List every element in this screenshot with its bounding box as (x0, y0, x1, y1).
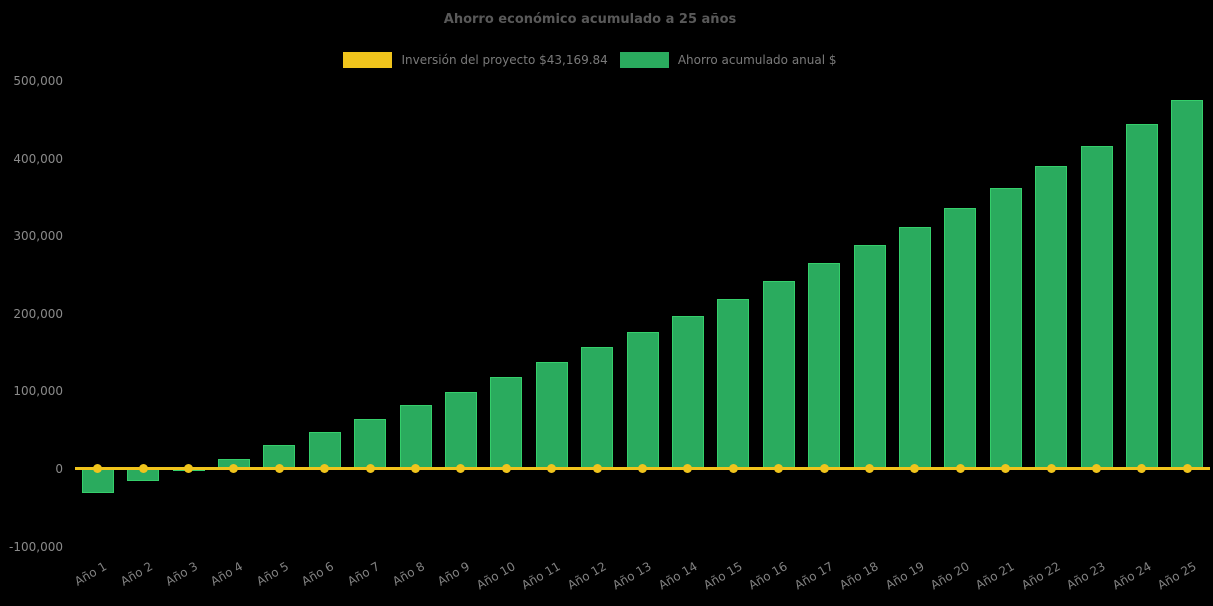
y-tick-label: 100,000 (13, 384, 63, 399)
legend-label-savings: Ahorro acumulado anual $ (677, 53, 837, 67)
legend-item-investment: Inversión del proyecto $43,169.84 (343, 52, 608, 68)
investment-line-marker-icon (1046, 464, 1056, 474)
investment-line-marker-icon (184, 464, 193, 474)
bar-ano-21 (989, 187, 1022, 469)
x-tick-label: Año 25 (1155, 559, 1199, 593)
investment-line-marker-icon (365, 464, 375, 474)
investment-line-marker-icon (501, 464, 511, 474)
bar-ano-10 (490, 377, 523, 469)
y-tick-label: 500,000 (13, 74, 63, 88)
investment-line-marker-icon (1137, 464, 1147, 474)
legend-swatch-savings-icon (619, 52, 669, 68)
x-tick-label: Año 15 (701, 559, 745, 593)
bar-ano-12 (581, 347, 614, 469)
x-tick-label: Año 11 (519, 559, 564, 593)
x-tick-label: Año 6 (299, 559, 337, 589)
investment-line-marker-icon (728, 464, 738, 474)
investment-line-marker-icon (547, 464, 557, 474)
x-tick-label: Año 2 (117, 559, 155, 589)
bar-ano-8 (399, 404, 432, 469)
x-tick-label: Año 4 (208, 559, 246, 589)
bar-ano-15 (717, 298, 750, 469)
investment-line-marker-icon (456, 464, 466, 474)
bar-ano-13 (626, 331, 659, 469)
x-tick-label: Año 13 (610, 559, 654, 593)
y-tick-label: 0 (55, 461, 63, 476)
x-tick-label: Año 7 (344, 559, 382, 589)
bar-ano-11 (535, 362, 568, 469)
legend-item-savings: Ahorro acumulado anual $ (619, 52, 837, 68)
x-tick-label: Año 9 (435, 559, 473, 589)
x-tick-label: Año 14 (655, 559, 700, 593)
investment-line-marker-icon (683, 464, 693, 474)
investment-line-marker-icon (865, 464, 874, 474)
bar-ano-7 (354, 419, 387, 469)
investment-line-marker-icon (93, 464, 103, 474)
investment-line-marker-icon (774, 464, 784, 474)
investment-line-marker-icon (138, 464, 148, 474)
x-tick-label: Año 3 (163, 559, 200, 589)
investment-line-marker-icon (320, 464, 330, 474)
x-tick-label: Año 12 (565, 559, 609, 593)
investment-line-marker-icon (910, 464, 920, 474)
x-tick-label: Año 10 (474, 559, 518, 593)
bar-ano-17 (808, 263, 841, 469)
x-tick-label: Año 18 (837, 559, 881, 593)
bar-ano-6 (308, 432, 341, 469)
bar-ano-22 (1035, 165, 1068, 469)
x-tick-label: Año 23 (1064, 559, 1108, 593)
bar-ano-24 (1125, 124, 1158, 469)
investment-line-marker-icon (1001, 464, 1011, 474)
investment-line-marker-icon (955, 464, 965, 474)
x-tick-label: Año 20 (928, 559, 972, 593)
bar-ano-16 (762, 281, 795, 469)
x-tick-label: Año 21 (973, 559, 1018, 593)
legend-label-investment: Inversión del proyecto $43,169.84 (401, 53, 608, 67)
legend: Inversión del proyecto $43,169.84 Ahorro… (0, 52, 1180, 68)
x-tick-label: Año 5 (253, 559, 291, 589)
x-tick-label: Año 17 (792, 559, 836, 593)
investment-line-marker-icon (592, 464, 602, 474)
x-tick-label: Año 16 (746, 559, 791, 593)
x-tick-label: Año 19 (882, 559, 927, 593)
investment-line-marker-icon (1182, 464, 1192, 474)
y-axis: -100,000 0 100,000 200,000 300,000 400,000 500… (0, 0, 63, 606)
investment-line-marker-icon (229, 464, 239, 474)
investment-line-marker-icon (274, 464, 284, 474)
x-tick-label: Año 8 (390, 559, 427, 589)
chart-title: Ahorro económico acumulado a 25 años (443, 12, 737, 27)
bar-ano-18 (853, 245, 886, 469)
bar-ano-14 (671, 316, 704, 469)
y-tick-label: 400,000 (13, 151, 63, 166)
x-tick-label: Año 1 (72, 559, 110, 589)
bar-ano-25 (1171, 100, 1204, 469)
bar-ano-20 (944, 207, 977, 469)
bar-ano-23 (1080, 145, 1113, 469)
y-tick-label: -100,000 (9, 539, 63, 554)
y-tick-label: 300,000 (13, 229, 63, 244)
investment-line-marker-icon (411, 464, 420, 474)
investment-line-marker-icon (819, 464, 829, 474)
investment-line-marker-icon (638, 464, 647, 474)
x-tick-label: Año 22 (1019, 559, 1063, 593)
x-tick-label: Año 24 (1109, 559, 1154, 593)
bar-ano-19 (898, 226, 931, 469)
investment-line-marker-icon (1092, 464, 1101, 474)
legend-swatch-investment-icon (343, 52, 393, 68)
y-tick-label: 200,000 (13, 306, 63, 321)
